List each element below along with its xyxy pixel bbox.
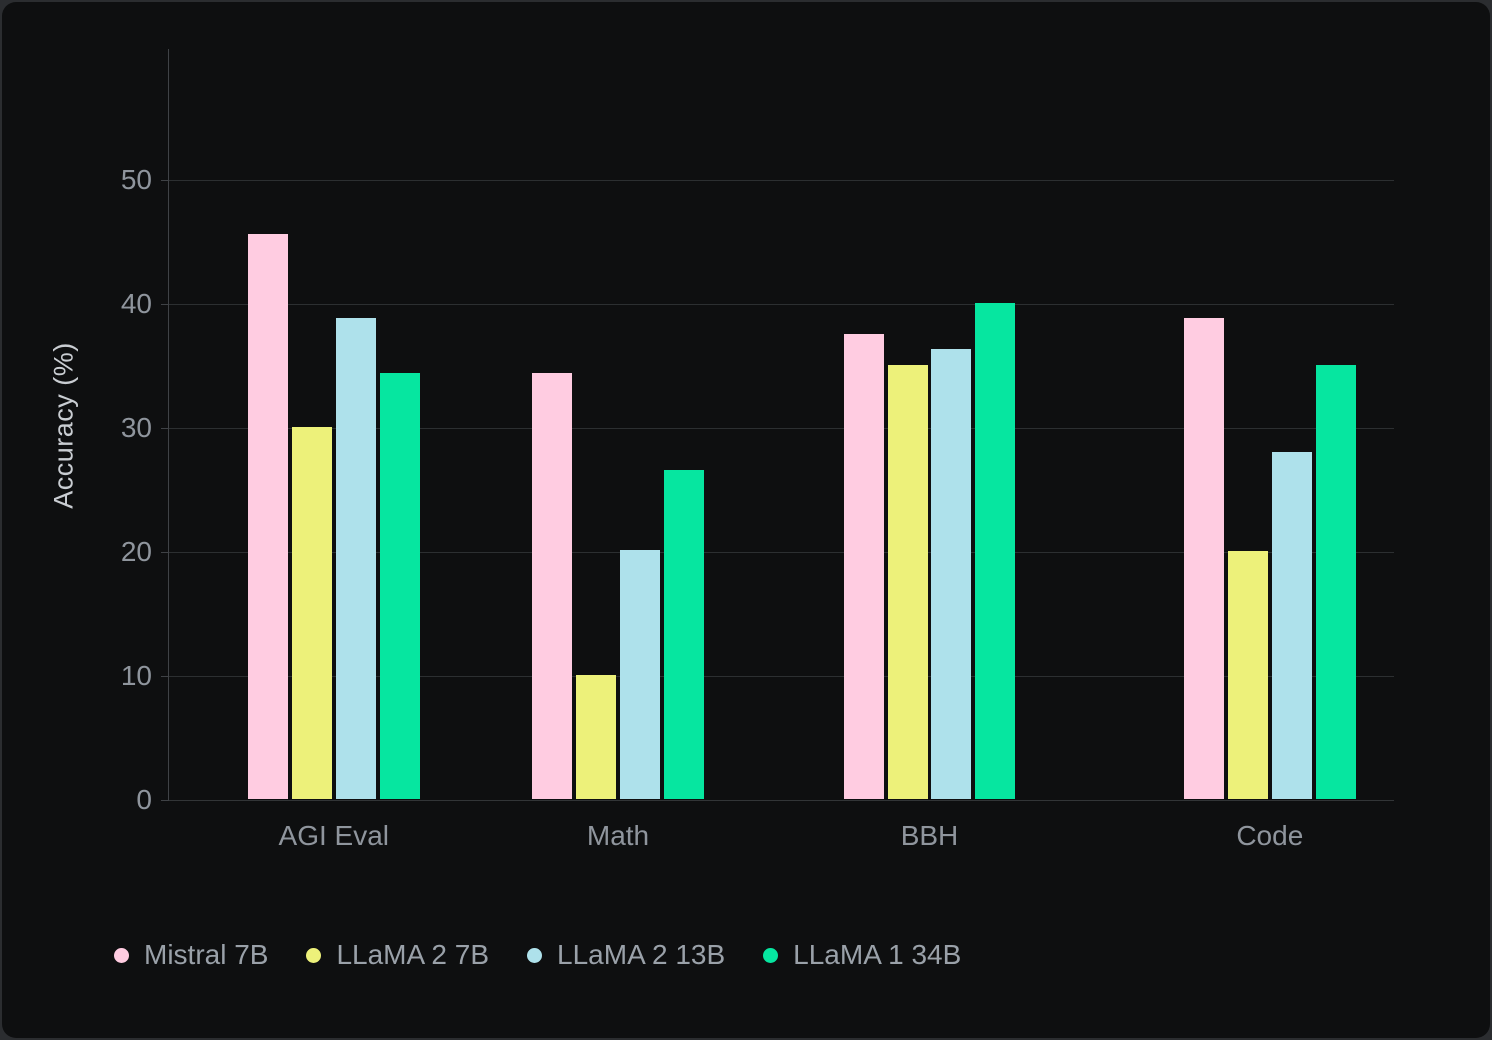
y-tick-label-10: 10 <box>120 659 152 691</box>
category-label-code: Code <box>1236 820 1304 851</box>
category-label-math: Math <box>586 820 650 851</box>
legend-item-llama-1-34b[interactable]: LLaMA 1 34B <box>763 939 961 971</box>
y-tickmark-30 <box>161 427 168 429</box>
bar-llama-2-13b-bbh <box>931 348 972 799</box>
legend: Mistral 7B LLaMA 2 7B LLaMA 2 13B LLaMA 1 3… <box>114 939 961 971</box>
legend-label: LLaMA 2 7B <box>336 939 490 970</box>
bar-llama-2-7b-math <box>576 674 617 799</box>
y-tickmark-0 <box>161 800 168 801</box>
legend-item-mistral-7b[interactable]: Mistral 7B <box>114 939 268 971</box>
legend-item-llama-2-7b[interactable]: LLaMA 2 7B <box>306 939 489 971</box>
category-label-agi-eval: AGI Eval <box>278 820 390 851</box>
bar-mistral-7b-agi-eval <box>247 234 288 799</box>
bar-llama-1-34b-bbh <box>975 302 1016 799</box>
legend-dot-icon <box>763 947 779 963</box>
category-label-bbh: BBH <box>900 820 959 851</box>
y-tick-label-20: 20 <box>120 535 152 567</box>
gridline-50 <box>169 179 1394 181</box>
bar-llama-2-7b-bbh <box>887 364 928 799</box>
gridline-20 <box>169 551 1394 553</box>
bar-llama-2-7b-agi-eval <box>291 426 332 799</box>
bar-llama-2-13b-math <box>619 549 660 799</box>
y-axis-line <box>168 49 169 801</box>
bar-mistral-7b-bbh <box>843 333 884 799</box>
bar-llama-1-34b-code <box>1315 364 1356 799</box>
legend-dot-icon <box>527 947 543 963</box>
legend-label: LLaMA 2 13B <box>557 939 726 970</box>
y-tick-label-0: 0 <box>136 784 152 815</box>
y-tickmark-40 <box>161 303 168 305</box>
y-axis-title: Accuracy (%) <box>48 342 79 509</box>
legend-dot-icon <box>114 947 129 963</box>
bar-mistral-7b-math <box>532 373 573 799</box>
y-tick-label-40: 40 <box>120 287 152 319</box>
bar-llama-2-13b-code <box>1271 451 1312 799</box>
bar-llama-1-34b-math <box>663 470 704 799</box>
legend-item-llama-2-13b[interactable]: LLaMA 2 13B <box>527 939 725 971</box>
legend-label: LLaMA 1 34B <box>793 939 962 970</box>
y-tickmark-10 <box>161 675 168 677</box>
gridline-40 <box>169 303 1394 305</box>
legend-dot-icon <box>306 947 322 963</box>
x-axis-line <box>169 800 1394 801</box>
legend-label: Mistral 7B <box>144 939 269 970</box>
plot-area <box>161 49 1394 801</box>
y-tickmark-20 <box>161 551 168 553</box>
bar-mistral-7b-code <box>1183 317 1224 799</box>
y-tick-label-50: 50 <box>120 163 152 195</box>
bar-llama-1-34b-agi-eval <box>379 373 420 799</box>
bar-llama-2-7b-code <box>1227 550 1268 799</box>
y-tickmark-50 <box>161 179 168 181</box>
gridline-10 <box>169 675 1394 677</box>
gridline-30 <box>169 427 1394 429</box>
y-tick-label-30: 30 <box>120 411 152 443</box>
bar-llama-2-13b-agi-eval <box>335 317 376 799</box>
